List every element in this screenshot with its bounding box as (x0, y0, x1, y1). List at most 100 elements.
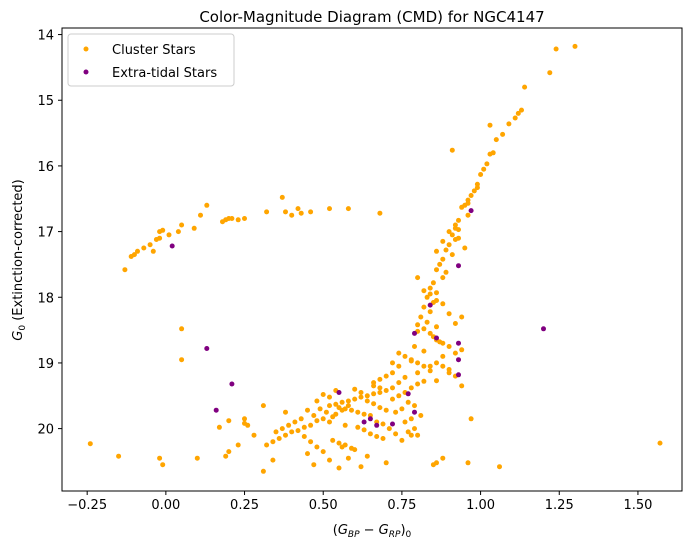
cluster-star-point (314, 398, 320, 404)
extratidal-star-point (336, 390, 342, 395)
cluster-star-point (198, 212, 203, 218)
cluster-star-point (361, 427, 367, 433)
cluster-star-point (427, 291, 433, 297)
cluster-star-point (345, 206, 351, 212)
cluster-star-point (333, 401, 339, 407)
cluster-star-point (131, 252, 137, 258)
x-tick-label: 1.50 (623, 498, 652, 513)
extratidal-star-point (374, 422, 380, 428)
y-tick-label: 14 (37, 29, 54, 44)
extratidal-star-point (204, 346, 210, 351)
cluster-star-point (235, 217, 241, 223)
x-tick-label: 0.75 (387, 498, 416, 513)
cluster-star-point (345, 403, 351, 409)
extratidal-star-point (541, 326, 546, 332)
cluster-star-point (434, 248, 439, 254)
cluster-star-point (223, 453, 229, 459)
cluster-star-point (270, 439, 276, 445)
cluster-star-point (116, 453, 122, 459)
legend-marker-extratidal (83, 69, 89, 75)
x-tick-label: 0.50 (309, 498, 338, 513)
cluster-star-point (157, 235, 163, 241)
cluster-star-point (342, 442, 348, 448)
cluster-star-point (358, 464, 364, 470)
cluster-star-point (572, 43, 578, 49)
cluster-star-point (371, 401, 377, 407)
cluster-star-point (147, 242, 153, 248)
cluster-star-point (459, 383, 465, 389)
cluster-star-point (493, 137, 499, 143)
cluster-star-point (314, 418, 320, 424)
cluster-star-point (468, 416, 474, 422)
cluster-star-point (487, 151, 493, 157)
cluster-star-point (402, 419, 408, 425)
cluster-star-point (386, 426, 392, 432)
cluster-star-point (408, 432, 414, 438)
cluster-star-point (305, 451, 310, 457)
cluster-star-point (456, 235, 461, 241)
cluster-star-point (412, 426, 417, 432)
cluster-star-point (380, 421, 386, 427)
cluster-star-point (336, 465, 342, 471)
cluster-star-point (446, 311, 452, 317)
x-tick-label: 0.25 (230, 498, 259, 513)
x-tick-label: 1.25 (545, 498, 574, 513)
legend-label-extratidal: Extra-tidal Stars (112, 66, 217, 81)
cluster-star-point (421, 288, 427, 294)
y-tick-label: 18 (37, 291, 54, 306)
y-tick-label: 19 (37, 357, 54, 372)
cluster-star-point (434, 378, 439, 384)
cluster-star-point (415, 360, 421, 366)
cluster-star-point (390, 370, 395, 376)
y-tick-label: 15 (37, 94, 54, 109)
cluster-star-point (251, 432, 257, 438)
cluster-star-point (339, 399, 345, 405)
cluster-star-point (141, 245, 147, 251)
cluster-star-point (657, 440, 663, 446)
cluster-star-point (317, 406, 323, 412)
cluster-star-point (412, 344, 417, 349)
y-axis-label: G0 (Extinction-corrected) (11, 179, 28, 340)
cluster-star-point (160, 227, 166, 233)
extratidal-star-point (456, 372, 461, 378)
cluster-star-point (396, 380, 402, 386)
cluster-star-point (449, 232, 455, 238)
cluster-star-point (226, 418, 232, 424)
cluster-star-point (390, 360, 395, 366)
cluster-star-point (194, 455, 200, 461)
cluster-star-point (333, 411, 339, 417)
cluster-star-point (298, 210, 304, 216)
cluster-star-point (260, 468, 266, 474)
cluster-star-point (345, 455, 351, 461)
cluster-star-point (283, 409, 288, 415)
cluster-star-point (421, 304, 427, 310)
cluster-star-point (377, 405, 383, 411)
cluster-star-point (311, 462, 317, 468)
cluster-star-point (408, 357, 414, 363)
cluster-star-point (497, 464, 502, 470)
cluster-star-point (377, 376, 383, 382)
cluster-star-point (412, 403, 417, 409)
cluster-star-point (301, 434, 307, 439)
cluster-star-point (289, 212, 295, 218)
cluster-star-point (393, 409, 399, 415)
cluster-star-point (308, 209, 314, 215)
cluster-star-point (402, 374, 408, 380)
extratidal-star-point (390, 421, 395, 427)
cluster-star-point (474, 185, 480, 191)
cluster-star-point (443, 247, 449, 253)
cluster-star-point (481, 166, 487, 172)
cluster-star-point (380, 436, 386, 441)
cluster-star-point (276, 436, 282, 441)
cluster-star-point (342, 422, 348, 428)
cluster-star-point (283, 209, 288, 215)
cluster-star-point (462, 245, 468, 251)
cluster-star-point (427, 368, 433, 374)
extratidal-star-point (412, 330, 417, 336)
cluster-star-point (216, 424, 222, 430)
cluster-star-point (434, 324, 439, 330)
cluster-star-point (456, 217, 461, 223)
cluster-star-point (320, 392, 326, 397)
cluster-star-point (204, 202, 210, 208)
cluster-star-point (512, 115, 518, 121)
